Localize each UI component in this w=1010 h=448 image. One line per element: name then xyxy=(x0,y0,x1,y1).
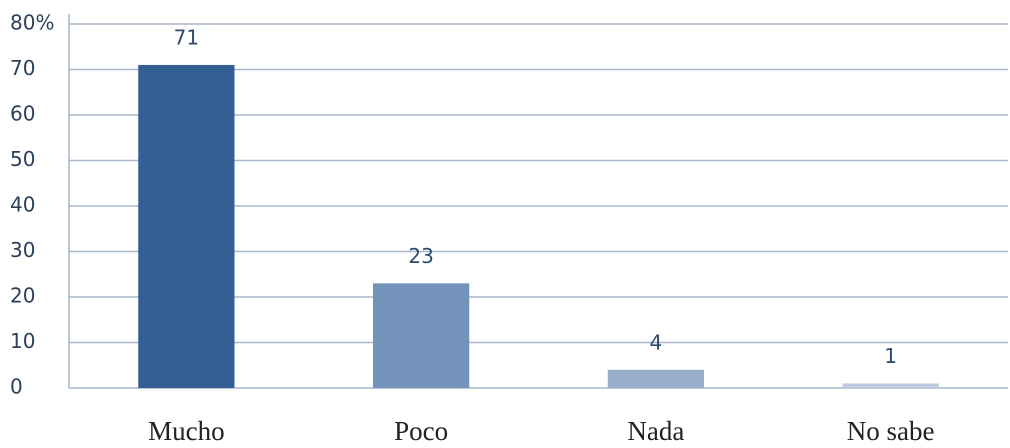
y-tick-label: 0 xyxy=(10,375,23,399)
value-label: 23 xyxy=(408,244,433,268)
value-label: 71 xyxy=(174,25,199,49)
x-tick-label: No sabe xyxy=(847,416,935,446)
y-tick-label: 20 xyxy=(10,284,35,308)
bar xyxy=(607,369,704,388)
bar xyxy=(842,383,939,388)
x-tick-label: Mucho xyxy=(148,416,225,446)
bar xyxy=(138,64,235,388)
value-label: 4 xyxy=(650,330,663,354)
y-tick-label: 80% xyxy=(10,11,54,35)
y-tick-label: 70 xyxy=(10,56,35,80)
y-tick-label: 50 xyxy=(10,147,35,171)
x-tick-label: Poco xyxy=(394,416,448,446)
bar xyxy=(373,283,470,388)
y-tick-label: 40 xyxy=(10,193,35,217)
x-tick-label: Nada xyxy=(627,416,684,446)
value-label: 1 xyxy=(884,344,897,368)
y-tick-label: 30 xyxy=(10,238,35,262)
y-tick-label: 10 xyxy=(10,329,35,353)
y-tick-label: 60 xyxy=(10,102,35,126)
